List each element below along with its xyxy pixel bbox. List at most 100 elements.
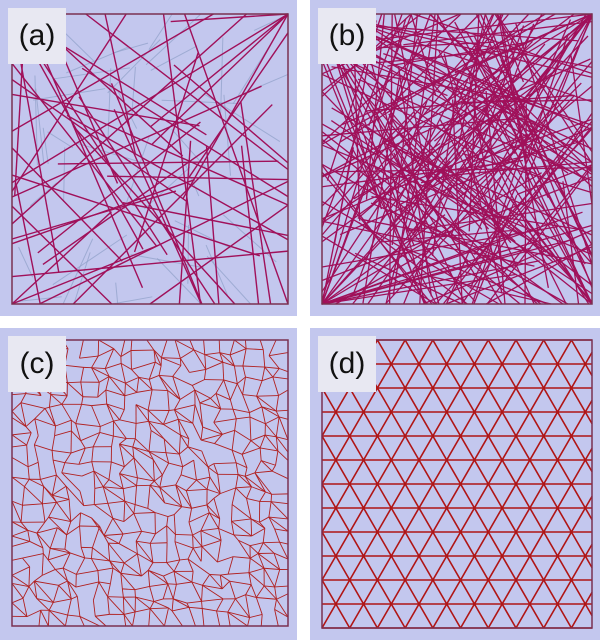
lattice-line — [543, 543, 593, 629]
cell-edge — [163, 438, 167, 453]
cell-edge — [250, 440, 261, 449]
cell-edge — [244, 339, 247, 349]
cell-edge — [193, 349, 207, 370]
cell-edge — [92, 432, 101, 448]
faint-stick — [18, 246, 34, 278]
cell-edge — [201, 585, 203, 602]
cell-edge — [132, 438, 136, 448]
stick — [395, 56, 593, 150]
stick — [393, 152, 466, 305]
cell-edge — [188, 512, 210, 523]
stick — [427, 275, 552, 305]
cell-edge — [91, 446, 94, 462]
cell-edge — [179, 446, 189, 455]
cell-edge — [148, 451, 169, 464]
cell-edge — [274, 528, 289, 532]
cell-edge — [257, 553, 280, 570]
stick — [499, 99, 593, 163]
cell-edge — [260, 614, 263, 627]
panel-a-sparse-network: (a) — [0, 0, 297, 316]
cell-edge — [104, 348, 115, 369]
cell-edge — [210, 397, 222, 410]
cell-edge — [75, 557, 86, 575]
cell-edge — [107, 500, 125, 504]
cell-edge — [106, 403, 120, 421]
cell-edge — [91, 367, 100, 383]
cell-edge — [249, 613, 263, 618]
cell-edge — [246, 348, 264, 351]
stick — [11, 174, 260, 257]
cell-edge — [250, 584, 257, 598]
cell-edge — [11, 602, 28, 617]
cell-edge — [231, 504, 252, 520]
cell-edge — [134, 423, 137, 439]
cell-edge — [235, 598, 250, 618]
stick — [443, 53, 503, 294]
cell-edge — [105, 362, 122, 369]
cell-edge — [22, 586, 30, 599]
cell-edge — [91, 403, 107, 407]
cell-edge — [27, 530, 31, 542]
cell-edge — [270, 501, 289, 520]
cell-edge — [196, 476, 210, 481]
cell-edge — [24, 486, 43, 505]
cell-edge — [261, 406, 280, 418]
cell-edge — [148, 608, 151, 627]
cell-edge — [278, 389, 289, 396]
cell-edge — [173, 409, 179, 420]
stick — [85, 13, 289, 171]
stick — [11, 13, 248, 225]
cell-edge — [171, 598, 174, 611]
cell-edge — [141, 530, 156, 535]
cell-edge — [146, 339, 155, 351]
stick — [66, 114, 289, 241]
cell-edge — [121, 588, 124, 598]
cell-edge — [51, 494, 57, 503]
cell-edge — [166, 559, 180, 563]
cell-edge — [43, 486, 57, 503]
stick — [435, 128, 593, 305]
cell-edge — [148, 420, 164, 425]
cell-edge — [150, 607, 169, 610]
cell-edge — [75, 423, 101, 427]
cell-edge — [216, 610, 228, 613]
cell-edge — [148, 430, 152, 452]
cell-edge — [189, 339, 195, 351]
stick — [173, 64, 289, 164]
cell-edge — [229, 354, 235, 367]
cell-edge — [279, 368, 289, 373]
cell-edge — [27, 461, 39, 468]
cell-edge — [147, 570, 151, 587]
stick — [11, 63, 158, 247]
cell-edge — [249, 416, 266, 425]
stick — [11, 211, 112, 305]
cell-edge — [165, 452, 180, 455]
cell-edge — [80, 547, 86, 559]
cell-edge — [245, 376, 263, 382]
cell-edge — [236, 383, 243, 395]
cell-edge — [97, 570, 100, 583]
cell-edge — [42, 553, 49, 561]
cell-edge — [136, 477, 138, 486]
cell-edge — [245, 584, 252, 595]
cell-edge — [79, 491, 85, 506]
stick — [419, 13, 439, 305]
stick — [471, 138, 527, 305]
cell-edge — [103, 518, 114, 536]
cell-edge — [229, 580, 252, 586]
cell-edge — [206, 504, 210, 513]
cell-edge — [136, 389, 153, 393]
cell-edge — [91, 367, 106, 369]
cell-edge — [98, 339, 114, 350]
cell-edge — [50, 393, 68, 397]
cell-edge — [163, 607, 169, 627]
cell-edge — [149, 608, 165, 627]
lattice-line — [543, 339, 593, 425]
cell-edge — [103, 535, 109, 544]
stick — [321, 73, 538, 176]
cell-edge — [93, 488, 96, 505]
cell-edge — [91, 355, 99, 368]
faint-stick — [222, 214, 277, 263]
cell-edge — [192, 547, 202, 562]
cell-edge — [50, 548, 71, 554]
